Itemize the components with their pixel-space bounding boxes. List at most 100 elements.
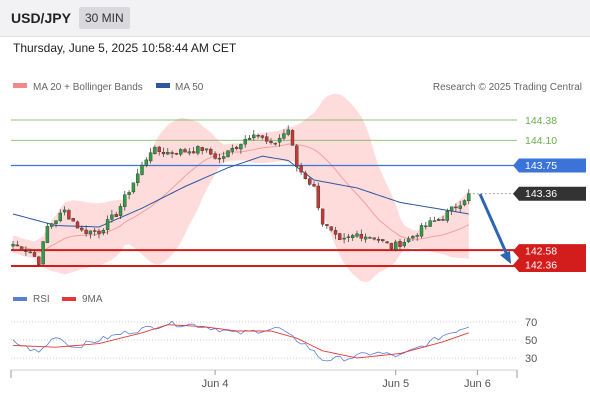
level-tag-142-36 xyxy=(513,258,586,272)
candle xyxy=(260,135,265,140)
candle-body xyxy=(131,182,136,193)
candle xyxy=(394,239,398,252)
candle xyxy=(11,241,15,251)
candle xyxy=(114,211,118,218)
candle-body xyxy=(411,236,415,239)
candle xyxy=(92,227,97,236)
candle xyxy=(148,147,153,164)
rsi-legend-label: RSI xyxy=(33,294,50,305)
candle-body xyxy=(157,146,161,153)
candle-body xyxy=(333,230,338,235)
candle xyxy=(166,147,170,156)
candle-body xyxy=(97,230,101,234)
candle-body xyxy=(110,214,114,220)
candle-body xyxy=(118,206,123,216)
candle-body xyxy=(217,157,222,160)
candle xyxy=(161,147,166,157)
candle-body xyxy=(273,142,277,145)
candle xyxy=(28,249,32,254)
x-tick-label: Jun 4 xyxy=(202,378,229,390)
candle xyxy=(342,233,346,244)
candle-body xyxy=(153,147,157,154)
candle xyxy=(381,238,385,243)
candle xyxy=(144,157,149,168)
candle xyxy=(355,230,359,239)
candle xyxy=(441,215,445,222)
candle-body xyxy=(368,237,372,239)
candle-body xyxy=(406,238,411,242)
candle xyxy=(282,129,286,141)
candle-body xyxy=(15,244,20,247)
candle xyxy=(286,125,290,137)
candle-body xyxy=(389,243,394,250)
candle xyxy=(32,249,37,257)
candle xyxy=(75,220,80,229)
candle xyxy=(445,208,449,223)
candle-body xyxy=(170,152,174,154)
candle-body xyxy=(359,234,363,239)
candle xyxy=(110,209,114,223)
credit-text: Research © 2025 Trading Central xyxy=(433,82,582,93)
rsi-tick-30: 30 xyxy=(525,353,537,365)
timeframe-badge[interactable]: 30 MIN xyxy=(79,7,130,29)
candle-body xyxy=(445,210,449,221)
candle-body xyxy=(88,230,93,235)
candle xyxy=(406,236,411,244)
candle xyxy=(209,147,213,156)
candle xyxy=(80,225,84,232)
candle-body xyxy=(37,256,41,265)
candle xyxy=(204,148,209,153)
candle-body xyxy=(105,219,110,230)
candle xyxy=(217,153,222,164)
candle xyxy=(432,216,437,222)
candle xyxy=(157,145,161,156)
candle xyxy=(419,222,424,239)
level-label-144-38: 144.38 xyxy=(525,115,557,127)
candle xyxy=(359,229,363,242)
candle xyxy=(58,209,62,223)
candle xyxy=(15,240,20,247)
candle xyxy=(84,225,88,237)
candle xyxy=(277,134,282,147)
candle-body xyxy=(127,192,131,195)
candle-body xyxy=(58,212,62,221)
candle xyxy=(243,135,247,148)
candle xyxy=(312,181,316,188)
candle xyxy=(247,135,252,141)
candle-body xyxy=(299,165,303,173)
candle xyxy=(454,203,458,212)
candle-body xyxy=(320,208,325,225)
candle-body xyxy=(28,251,32,254)
candle-body xyxy=(325,224,329,226)
candle-body xyxy=(84,229,88,234)
candle-body xyxy=(209,148,213,155)
candle-body xyxy=(415,235,419,237)
candle-body xyxy=(135,173,140,184)
candle xyxy=(131,182,136,194)
bollinger-band xyxy=(13,93,469,283)
candle xyxy=(127,190,131,200)
candle xyxy=(62,206,67,216)
candle-body xyxy=(437,219,441,221)
candle-body xyxy=(355,233,359,237)
candle-body xyxy=(144,159,149,166)
candle-body xyxy=(394,241,398,250)
candle-body xyxy=(123,194,127,207)
candle-body xyxy=(80,227,84,231)
candle-body xyxy=(256,134,260,137)
candle xyxy=(389,242,394,251)
candle-body xyxy=(338,233,342,240)
candle xyxy=(230,144,235,155)
candle xyxy=(467,189,471,205)
candle-body xyxy=(454,206,458,209)
candle-body xyxy=(191,151,196,154)
candle xyxy=(50,223,54,229)
x-tick-label: Jun 6 xyxy=(464,378,491,390)
candle-body xyxy=(178,149,183,155)
ma50-line xyxy=(12,155,469,228)
candle xyxy=(273,142,277,146)
candle-body xyxy=(187,151,192,154)
candle xyxy=(269,138,273,145)
level-tag-text-142-36: 142.36 xyxy=(525,260,557,272)
